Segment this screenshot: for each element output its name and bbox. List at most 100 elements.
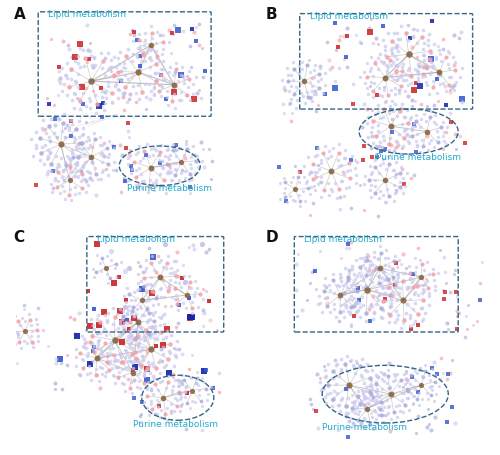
Point	[408, 43, 416, 51]
Point	[400, 113, 407, 121]
Point	[294, 250, 302, 258]
Point	[324, 192, 332, 199]
Point	[303, 177, 311, 185]
Point	[71, 183, 79, 191]
Point	[134, 270, 142, 278]
Point	[360, 393, 368, 400]
Point	[74, 118, 82, 125]
Point	[302, 179, 310, 187]
Point	[374, 169, 382, 177]
Point	[446, 89, 454, 96]
Point	[376, 243, 384, 250]
Point	[380, 370, 388, 378]
Point	[158, 157, 166, 165]
Point	[130, 158, 138, 166]
Point	[155, 87, 163, 95]
Point	[284, 78, 292, 85]
Point	[173, 248, 181, 256]
Point	[84, 287, 92, 294]
Point	[72, 78, 80, 86]
Point	[120, 94, 128, 101]
Point	[379, 411, 387, 419]
Point	[117, 258, 125, 266]
Point	[190, 245, 198, 253]
Point	[381, 51, 389, 59]
Point	[154, 76, 162, 84]
Point	[404, 285, 411, 293]
Point	[120, 380, 128, 388]
Point	[400, 317, 408, 324]
Point	[393, 41, 401, 49]
Point	[150, 145, 158, 152]
Point	[390, 84, 398, 91]
Point	[412, 67, 420, 74]
Point	[34, 327, 42, 334]
Point	[340, 314, 348, 321]
Point	[439, 118, 447, 125]
Point	[23, 339, 31, 346]
Point	[403, 283, 411, 290]
Point	[134, 279, 142, 286]
Point	[122, 84, 130, 91]
Point	[436, 246, 444, 253]
Point	[126, 325, 134, 333]
Point	[114, 75, 122, 82]
Point	[136, 157, 143, 164]
Point	[166, 77, 174, 85]
Point	[334, 401, 342, 408]
Point	[372, 380, 380, 387]
Point	[377, 399, 385, 406]
Point	[76, 64, 84, 71]
Point	[392, 318, 400, 326]
Point	[100, 139, 108, 146]
Point	[72, 362, 80, 369]
Point	[380, 269, 388, 276]
Point	[146, 54, 154, 61]
Point	[86, 97, 94, 104]
Point	[94, 321, 102, 329]
Point	[412, 149, 420, 156]
Point	[368, 384, 376, 392]
Point	[174, 379, 182, 386]
Point	[170, 81, 178, 88]
Point	[96, 176, 104, 183]
Point	[123, 284, 131, 292]
Point	[362, 253, 370, 261]
Point	[148, 179, 156, 187]
Point	[103, 253, 111, 260]
Point	[378, 93, 386, 100]
Point	[196, 392, 203, 399]
Point	[142, 57, 150, 64]
Point	[388, 268, 396, 275]
Point	[391, 174, 399, 181]
Point	[419, 64, 427, 71]
Point	[170, 345, 177, 352]
Point	[108, 167, 116, 174]
Point	[104, 82, 112, 90]
Point	[440, 254, 448, 261]
Point	[48, 180, 56, 187]
Point	[214, 389, 222, 396]
Point	[177, 390, 185, 398]
Point	[117, 188, 125, 196]
Point	[29, 340, 37, 347]
Point	[452, 66, 460, 74]
Point	[190, 288, 198, 296]
Point	[166, 277, 174, 284]
Point	[188, 397, 196, 404]
Point	[454, 131, 462, 138]
Point	[138, 171, 145, 178]
Point	[104, 172, 112, 179]
Point	[300, 187, 308, 194]
Point	[54, 91, 62, 98]
Point	[357, 372, 365, 379]
Point	[315, 84, 323, 91]
Point	[448, 404, 456, 411]
Point	[422, 128, 430, 135]
Point	[334, 157, 342, 164]
Point	[306, 190, 314, 197]
Point	[126, 332, 134, 339]
Point	[123, 317, 131, 324]
Point	[182, 425, 190, 432]
Point	[388, 49, 396, 56]
